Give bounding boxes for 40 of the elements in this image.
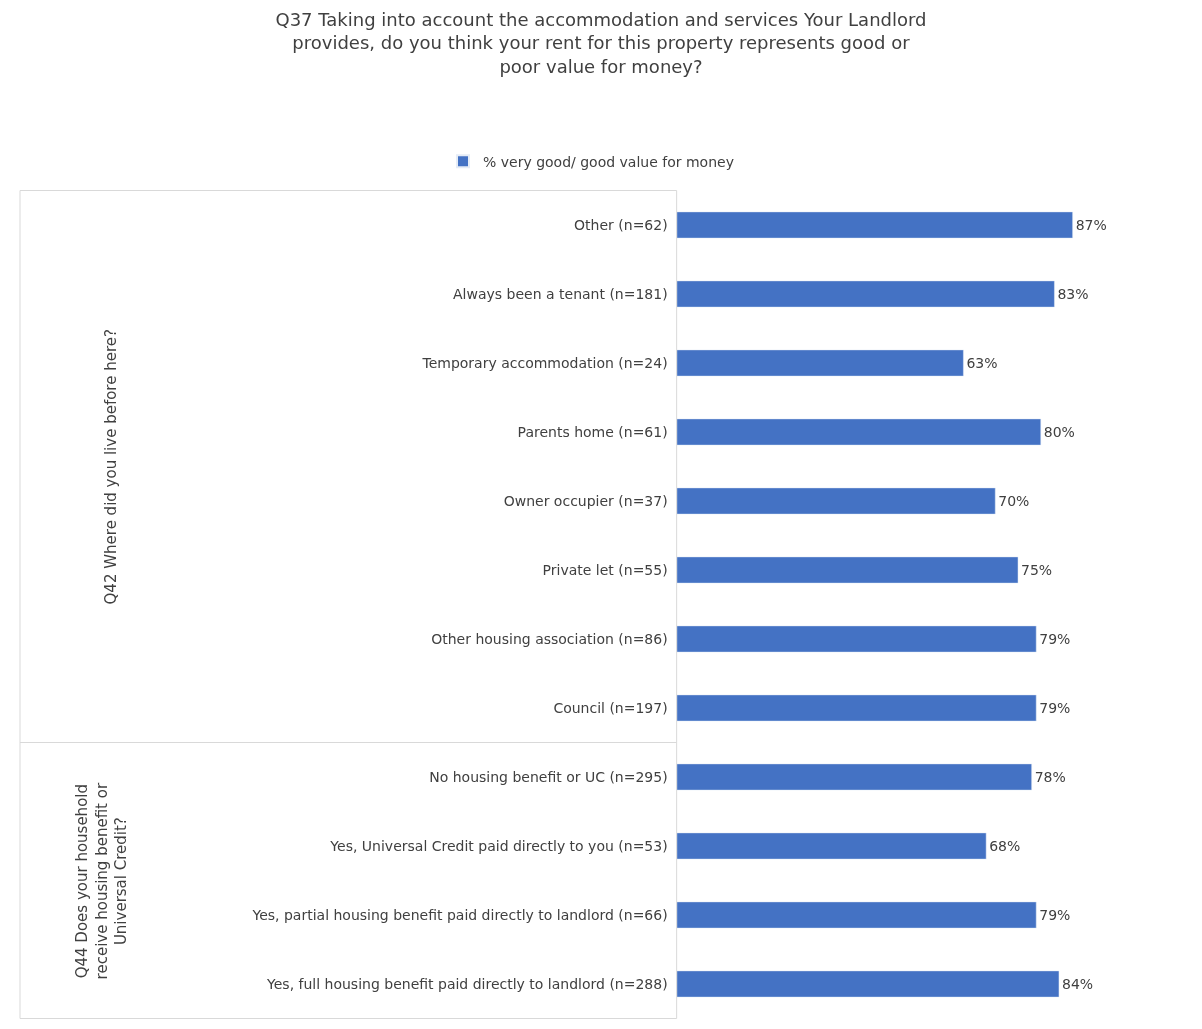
bar bbox=[676, 832, 987, 860]
y-tick-label: Owner occupier (n=37) bbox=[503, 492, 668, 509]
bar bbox=[676, 970, 1060, 998]
bar bbox=[676, 211, 1073, 239]
data-label: 84% bbox=[1061, 976, 1094, 992]
y-tick-label: Temporary accommodation (n=24) bbox=[421, 354, 668, 371]
y-tick-label: Yes, Universal Credit paid directly to you (n=53) bbox=[329, 837, 668, 854]
data-label: 68% bbox=[989, 838, 1021, 854]
bar bbox=[676, 349, 964, 377]
bar bbox=[676, 556, 1019, 584]
data-label: 83% bbox=[1057, 286, 1089, 302]
data-label: 80% bbox=[1043, 424, 1075, 440]
y-tick-label: No housing benefit or UC (n=295) bbox=[429, 768, 668, 785]
bar bbox=[676, 280, 1055, 308]
bar bbox=[676, 901, 1037, 929]
y-tick-label: Yes, full housing benefit paid directly to landlord (n=288) bbox=[266, 975, 668, 992]
data-label: 63% bbox=[966, 355, 998, 371]
data-label: 87% bbox=[1075, 217, 1107, 233]
data-label: 75% bbox=[1021, 562, 1053, 578]
bar bbox=[676, 694, 1037, 722]
data-label: 70% bbox=[998, 493, 1030, 509]
bar bbox=[676, 418, 1042, 446]
bar bbox=[676, 763, 1032, 791]
bar bbox=[676, 487, 996, 515]
chart-title: Q37 Taking into account the accommodation and services Your Landlord provides, do you think your rent for this property represents good or poor value for money? bbox=[275, 8, 927, 77]
y-tick-label: Other (n=62) bbox=[574, 216, 668, 233]
legend-label: % very good/ good value for money bbox=[483, 153, 734, 170]
y-tick-label: Council (n=197) bbox=[553, 699, 668, 716]
y-tick-label: Always been a tenant (n=181) bbox=[453, 285, 668, 302]
bar bbox=[676, 625, 1037, 653]
text: Q44 Does your household receive housing benefit or Universal Credit? bbox=[73, 782, 131, 980]
data-label: 79% bbox=[1039, 907, 1071, 923]
data-label: 79% bbox=[1039, 631, 1071, 647]
y-tick-label: Other housing association (n=86) bbox=[431, 630, 668, 647]
y-tick-label: Yes, partial housing benefit paid directly to landlord (n=66) bbox=[251, 906, 668, 923]
data-label: 78% bbox=[1034, 769, 1066, 785]
data-label: 79% bbox=[1039, 700, 1071, 716]
text: Q42 Where did you live before here? bbox=[102, 329, 121, 605]
y-tick-label: Private let (n=55) bbox=[542, 561, 668, 578]
y-tick-label: Parents home (n=61) bbox=[517, 423, 668, 440]
